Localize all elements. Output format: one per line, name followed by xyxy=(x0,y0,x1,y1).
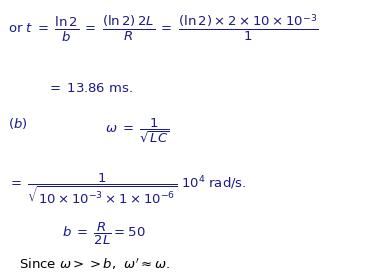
Text: $b \; = \; \dfrac{R}{2L} = 50$: $b \; = \; \dfrac{R}{2L} = 50$ xyxy=(62,221,146,247)
Text: $= \; 13.86$ ms.: $= \; 13.86$ ms. xyxy=(47,82,133,95)
Text: $\omega \; = \; \dfrac{1}{\sqrt{LC}}$: $\omega \; = \; \dfrac{1}{\sqrt{LC}}$ xyxy=(105,116,170,145)
Text: $= \; \dfrac{1}{\sqrt{10\times 10^{-3}\times 1\times 10^{-6}}}\; 10^4$ rad/s.: $= \; \dfrac{1}{\sqrt{10\times 10^{-3}\t… xyxy=(8,171,246,206)
Text: Since $\omega >> b$,  $\omega' \approx \omega$.: Since $\omega >> b$, $\omega' \approx \o… xyxy=(19,256,171,272)
Text: $(b)$: $(b)$ xyxy=(8,116,27,132)
Text: or $t \; = \; \dfrac{\ln 2}{b} \; = \; \dfrac{(\ln 2)\, 2L}{R} \; = \; \dfrac{(\: or $t \; = \; \dfrac{\ln 2}{b} \; = \; \… xyxy=(8,12,318,44)
